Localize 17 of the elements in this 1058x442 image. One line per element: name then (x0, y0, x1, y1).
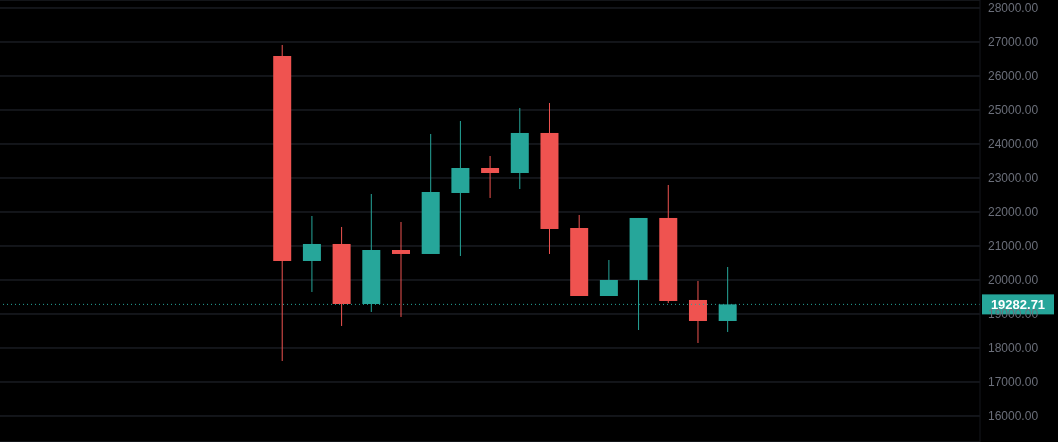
candlestick (481, 155, 500, 199)
y-tick-label: 17000.00 (988, 375, 1039, 390)
y-tick-label: 20000.00 (988, 273, 1039, 288)
candlestick (688, 280, 707, 344)
y-tick-label: 26000.00 (988, 69, 1039, 84)
y-tick-label: 18000.00 (988, 341, 1039, 356)
y-tick-label: 25000.00 (988, 103, 1039, 118)
y-tick-label: 21000.00 (988, 239, 1039, 254)
candlestick (599, 259, 618, 297)
y-tick-label: 24000.00 (988, 137, 1039, 152)
candlestick (392, 221, 410, 318)
y-tick-label: 23000.00 (988, 171, 1039, 186)
candlestick (302, 215, 321, 293)
y-tick-label: 28000.00 (988, 1, 1039, 16)
y-tick-label: 16000.00 (988, 409, 1039, 424)
y-tick-label: 27000.00 (988, 35, 1039, 50)
y-tick-label: 22000.00 (988, 205, 1039, 220)
